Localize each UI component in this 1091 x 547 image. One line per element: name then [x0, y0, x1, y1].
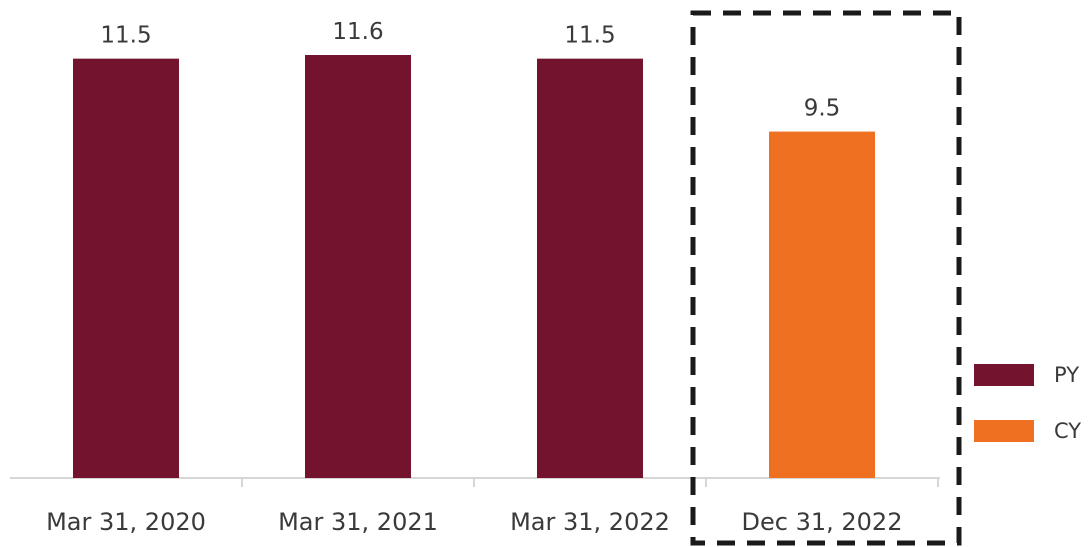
legend-label-cy: CY [1054, 419, 1081, 443]
bar-cy-4 [769, 131, 875, 479]
legend-swatch-py [974, 364, 1034, 386]
x-tick-label: Mar 31, 2022 [510, 508, 670, 536]
legend-swatch-cy [974, 420, 1034, 442]
data-labels-group: 11.5 11.6 11.5 9.5 [100, 19, 840, 122]
bar-py-1 [73, 58, 179, 479]
x-axis-ticks [241, 478, 939, 487]
highlight-box [690, 10, 962, 546]
data-label: 11.5 [564, 23, 615, 49]
bar-py-3 [537, 58, 643, 479]
data-label: 11.5 [100, 23, 151, 49]
x-tick-label: Mar 31, 2021 [278, 508, 438, 536]
x-tick-label: Mar 31, 2020 [46, 508, 206, 536]
x-tick-labels-group: Mar 31, 2020 Mar 31, 2021 Mar 31, 2022 Dec … [46, 508, 902, 536]
x-tick-label: Dec 31, 2022 [742, 508, 903, 536]
bars-group [73, 55, 875, 479]
legend: PY CY [974, 363, 1081, 443]
legend-label-py: PY [1054, 363, 1079, 387]
bar-py-2 [305, 55, 411, 478]
data-label: 11.6 [332, 19, 383, 45]
data-label: 9.5 [804, 96, 841, 122]
